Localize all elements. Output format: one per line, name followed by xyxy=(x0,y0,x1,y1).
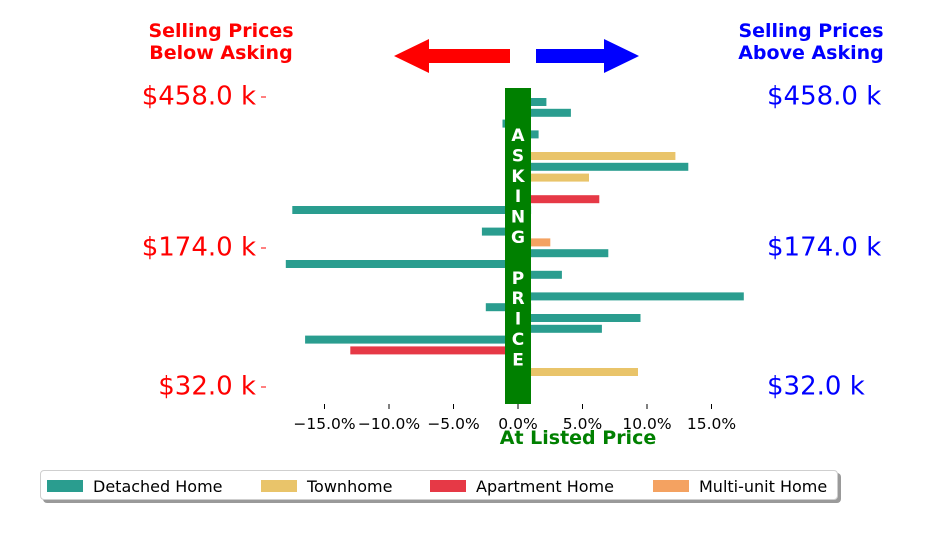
apartment-bar xyxy=(505,195,600,204)
legend-swatch-townhome xyxy=(261,480,297,492)
legend-label-apartment: Apartment Home xyxy=(476,476,614,496)
asking-price-letter: E xyxy=(512,350,524,370)
detached-bar xyxy=(505,162,689,171)
above-asking-line2: Above Asking xyxy=(738,42,884,64)
detached-bar xyxy=(505,270,562,279)
x-tick-label: −15.0% xyxy=(293,415,355,433)
y-tick-label-left: $174.0 k xyxy=(142,233,256,263)
townhome-bar xyxy=(505,152,676,160)
x-tick-label: 10.0% xyxy=(622,415,671,433)
y-tick-label-right: $32.0 k xyxy=(767,372,865,402)
asking-price-letter: R xyxy=(511,289,524,309)
detached-bar xyxy=(292,206,532,214)
townhome-bar xyxy=(505,173,589,182)
above-asking-header: Selling Prices Above Asking xyxy=(711,20,911,64)
y-axis-right: $458.0 k $174.0 k $32.0 k xyxy=(767,82,881,402)
asking-price-letter: S xyxy=(512,146,524,166)
legend-label-townhome: Townhome xyxy=(307,476,393,496)
above-asking-line1: Selling Prices xyxy=(738,20,884,42)
legend-label-detached: Detached Home xyxy=(93,476,223,496)
detached-bar xyxy=(505,292,744,301)
detached-bar xyxy=(505,108,571,117)
left-arrow-icon xyxy=(394,39,510,73)
x-tick-label: 15.0% xyxy=(687,415,736,433)
y-axis-left: $458.0 k $174.0 k $32.0 k xyxy=(142,82,266,402)
below-asking-line1: Selling Prices xyxy=(148,20,294,42)
detached-bar xyxy=(285,260,531,268)
x-tick-label: 5.0% xyxy=(563,415,602,433)
asking-price-letter: P xyxy=(512,269,524,289)
x-axis: −15.0% −10.0% −5.0% 0.0% 5.0% 10.0% 15.0% xyxy=(293,404,736,433)
legend-item-townhome: Townhome xyxy=(261,476,392,496)
direction-arrows xyxy=(394,39,639,73)
below-asking-header: Selling Prices Below Asking xyxy=(121,20,321,64)
asking-price-letter: K xyxy=(511,167,525,187)
asking-price-letter: G xyxy=(511,228,525,248)
legend: Detached Home Townhome Apartment Home Mu… xyxy=(40,470,838,500)
asking-price-letter: A xyxy=(511,126,525,146)
asking-price-letter: C xyxy=(512,330,524,350)
asking-price-letter: I xyxy=(515,187,521,207)
detached-bar xyxy=(505,324,602,333)
detached-bar xyxy=(505,249,609,258)
y-tick-label-right: $458.0 k xyxy=(767,82,881,112)
asking-price-band xyxy=(505,88,531,404)
legend-item-multiunit: Multi-unit Home xyxy=(653,476,827,496)
legend-label-multiunit: Multi-unit Home xyxy=(699,476,828,496)
apartment-bar xyxy=(350,346,531,355)
asking-price-letter: I xyxy=(515,310,521,330)
y-tick-label-left: $32.0 k xyxy=(158,372,256,402)
legend-item-apartment: Apartment Home xyxy=(430,476,614,496)
y-tick-label-left: $458.0 k xyxy=(142,82,256,112)
townhome-bar xyxy=(505,368,638,376)
x-tick-label: 0.0% xyxy=(498,415,537,433)
x-tick-label: −10.0% xyxy=(358,415,420,433)
x-axis-label: At Listed Price xyxy=(500,427,656,449)
asking-price-letter: N xyxy=(511,208,525,228)
legend-swatch-detached xyxy=(47,480,83,492)
right-arrow-icon xyxy=(536,39,639,73)
y-tick-label-right: $174.0 k xyxy=(767,233,881,263)
legend-swatch-multiunit xyxy=(653,480,689,492)
detached-bar xyxy=(505,314,641,322)
detached-bar xyxy=(305,335,531,344)
legend-swatch-apartment xyxy=(430,480,466,492)
legend-item-detached: Detached Home xyxy=(47,476,223,496)
below-asking-line2: Below Asking xyxy=(149,42,293,64)
x-tick-label: −5.0% xyxy=(427,415,479,433)
